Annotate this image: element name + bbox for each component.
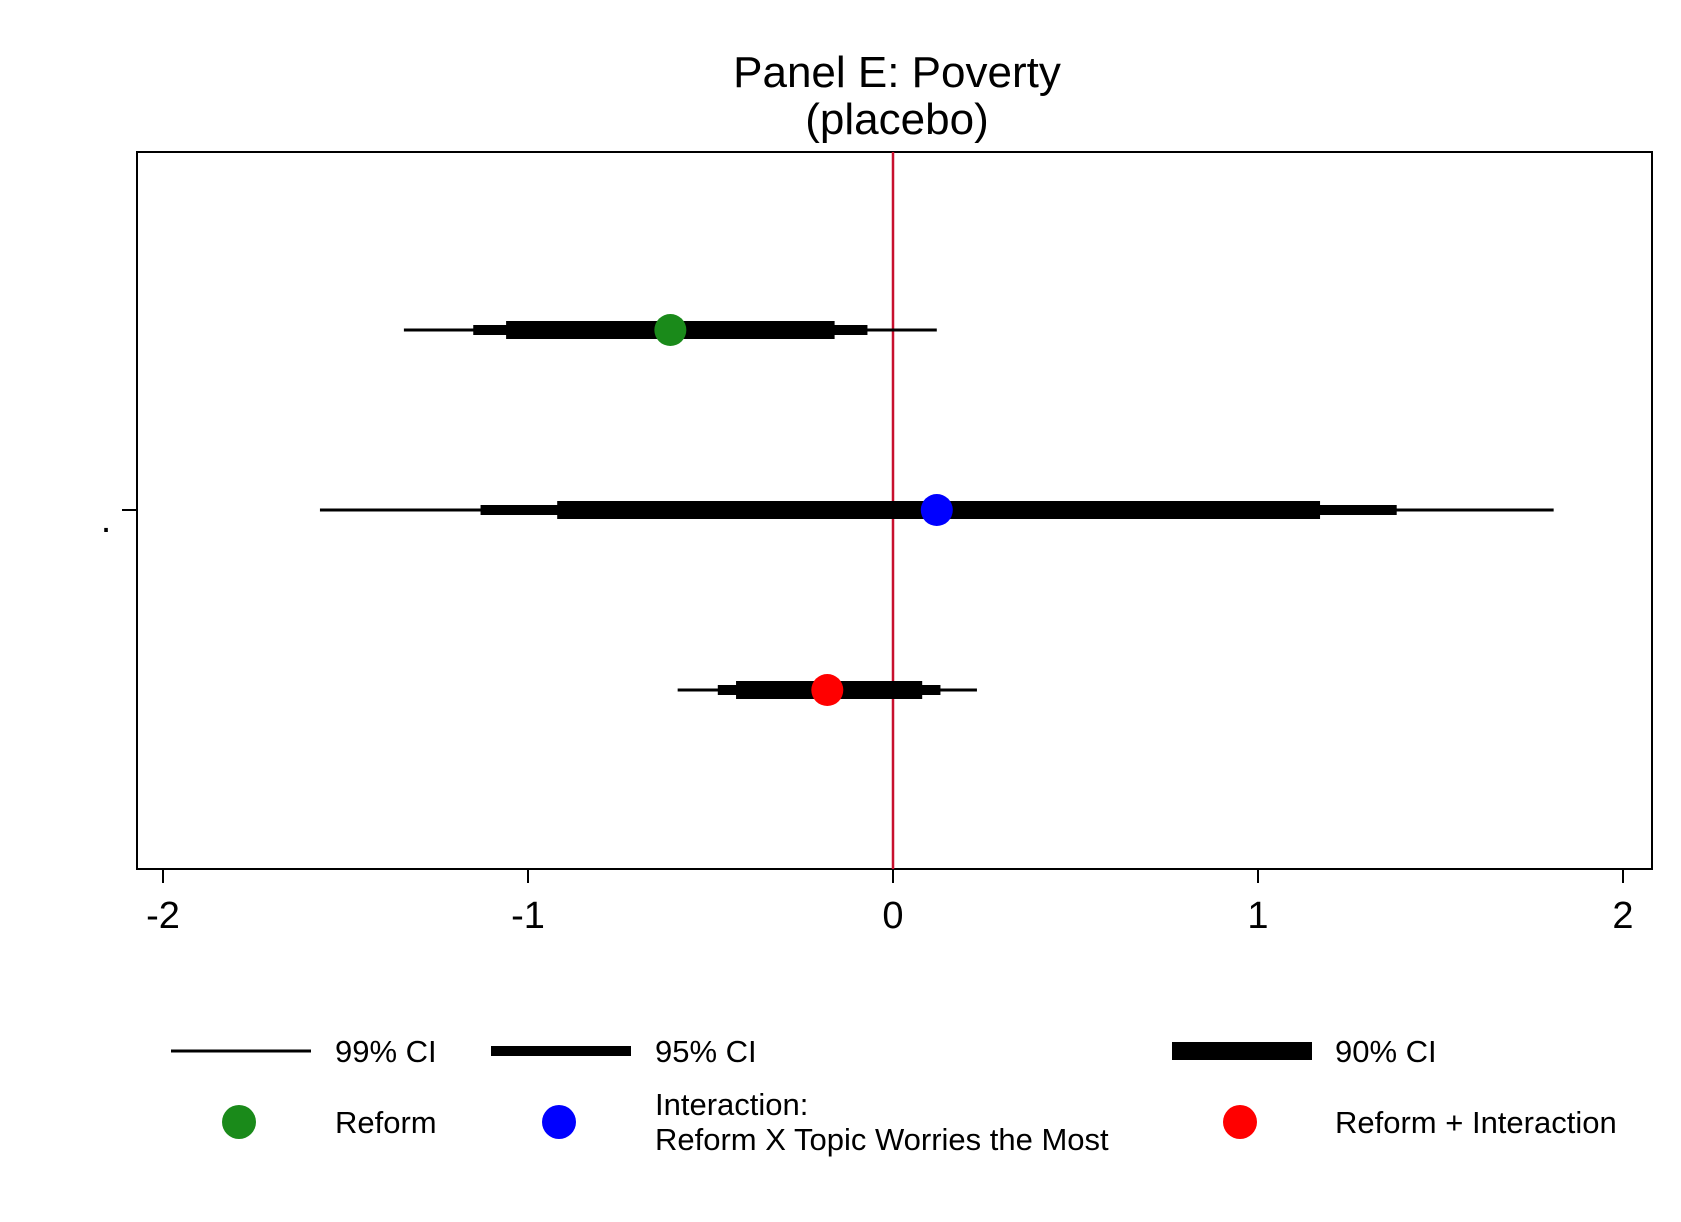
series-2-point-estimate (811, 674, 844, 706)
series-1-point-estimate (920, 494, 953, 526)
x-tick-label-1: -1 (511, 895, 545, 937)
chart-subtitle: (placebo) (805, 95, 988, 144)
x-tick-label-3: 1 (1247, 895, 1268, 937)
legend-ci90-label: 90% CI (1335, 1034, 1437, 1069)
chart-title: Panel E: Poverty (733, 48, 1061, 97)
x-tick-label-4: 2 (1612, 895, 1633, 937)
legend-marker-1-label-1: Reform X Topic Worries the Most (655, 1122, 1109, 1157)
legend-marker-2-label-0: Reform + Interaction (1335, 1105, 1617, 1140)
legend-marker-0-label-0: Reform (335, 1105, 437, 1140)
x-tick-label-0: -2 (146, 895, 180, 937)
legend: 99% CI 95% CI 90% CIReformInteraction:Refo… (171, 1034, 1617, 1157)
legend-marker-2-swatch (1223, 1105, 1257, 1139)
series-0-point-estimate (654, 314, 687, 346)
series-layer (319, 314, 1554, 706)
x-axis: -2 -1 0 1 2 (146, 869, 1634, 937)
legend-marker-1-swatch (542, 1105, 576, 1139)
legend-ci95-label: 95% CI (655, 1034, 757, 1069)
legend-marker-1-label-0: Interaction: (655, 1087, 808, 1122)
x-tick-label-2: 0 (882, 895, 903, 937)
y-tick-label: . (101, 499, 112, 541)
legend-ci99-label: 99% CI (335, 1034, 437, 1069)
legend-marker-0-swatch (222, 1105, 256, 1139)
